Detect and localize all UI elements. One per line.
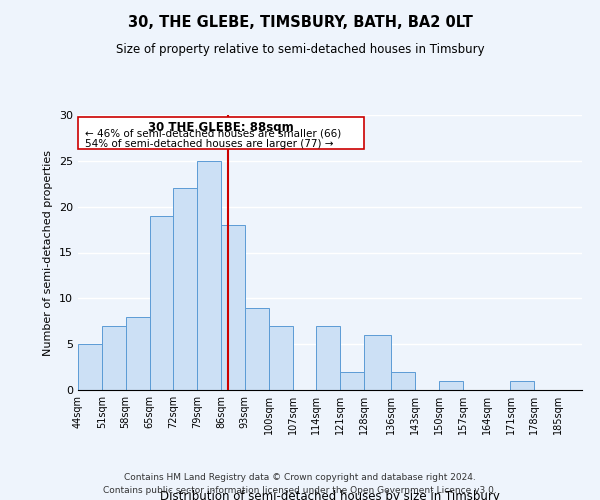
Bar — [391, 372, 415, 390]
Bar — [149, 216, 173, 390]
Text: 30 THE GLEBE: 88sqm: 30 THE GLEBE: 88sqm — [148, 120, 294, 134]
Text: 54% of semi-detached houses are larger (77) →: 54% of semi-detached houses are larger (… — [85, 139, 334, 149]
Y-axis label: Number of semi-detached properties: Number of semi-detached properties — [43, 150, 53, 356]
Text: ← 46% of semi-detached houses are smaller (66): ← 46% of semi-detached houses are smalle… — [85, 128, 341, 138]
Bar — [511, 381, 535, 390]
X-axis label: Distribution of semi-detached houses by size in Timsbury: Distribution of semi-detached houses by … — [160, 490, 500, 500]
Bar — [269, 326, 293, 390]
Bar — [78, 344, 102, 390]
Bar — [173, 188, 197, 390]
Text: Contains HM Land Registry data © Crown copyright and database right 2024.: Contains HM Land Registry data © Crown c… — [124, 472, 476, 482]
Bar — [245, 308, 269, 390]
Bar — [364, 335, 391, 390]
Bar — [102, 326, 125, 390]
Bar — [125, 316, 149, 390]
Text: Size of property relative to semi-detached houses in Timsbury: Size of property relative to semi-detach… — [116, 42, 484, 56]
Bar — [197, 161, 221, 390]
Text: Contains public sector information licensed under the Open Government Licence v3: Contains public sector information licen… — [103, 486, 497, 495]
Text: 30, THE GLEBE, TIMSBURY, BATH, BA2 0LT: 30, THE GLEBE, TIMSBURY, BATH, BA2 0LT — [128, 15, 472, 30]
Bar — [221, 225, 245, 390]
Bar — [439, 381, 463, 390]
Bar — [316, 326, 340, 390]
FancyBboxPatch shape — [78, 117, 364, 149]
Bar — [340, 372, 364, 390]
